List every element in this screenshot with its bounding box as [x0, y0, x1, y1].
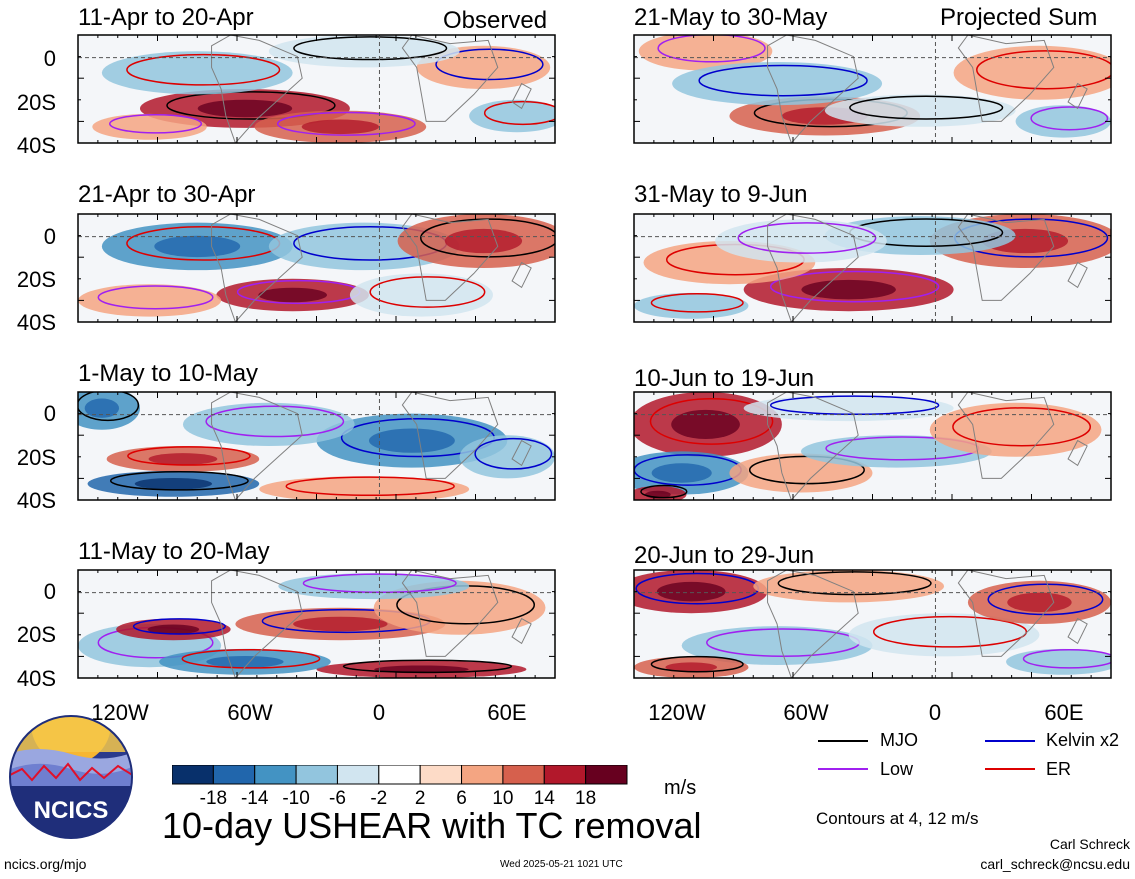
y-label: 40S: [16, 666, 56, 691]
x-label: 120W: [91, 700, 149, 725]
map-panel: [78, 392, 555, 500]
map-panel: [634, 392, 1111, 500]
colorbar-swatch: [172, 765, 214, 785]
y-label: 40S: [16, 310, 56, 335]
main-title: 10-day USHEAR with TC removal: [162, 805, 702, 846]
legend-er-label: ER: [1046, 759, 1072, 779]
colorbar-tick-label: -18: [199, 788, 228, 809]
panel-title: 31-May to 9-Jun: [634, 181, 808, 208]
y-label: 0: [43, 401, 56, 426]
colorbar-swatch: [502, 765, 545, 785]
y-label: 40S: [16, 133, 56, 158]
map-panel: [634, 214, 1111, 322]
contour-note: Contours at 4, 12 m/s: [816, 809, 979, 828]
logo-text: NCICS: [34, 797, 109, 824]
observed-header: Observed: [443, 7, 548, 34]
x-label: 0: [372, 700, 386, 725]
colorbar-swatch: [461, 765, 504, 785]
footer-url: ncics.org/mjo: [4, 856, 87, 872]
panel-title: 21-Apr to 30-Apr: [78, 181, 256, 208]
colorbar-tick-label: 2: [414, 788, 426, 809]
panel-title: 1-May to 10-May: [78, 360, 259, 387]
colorbar-swatch: [419, 765, 463, 785]
map-panel: [78, 35, 555, 143]
y-label: 20S: [16, 267, 56, 292]
colorbar-tick-label: -2: [370, 788, 388, 809]
colorbar-tick-label: 6: [456, 788, 467, 809]
colorbar: [172, 765, 628, 785]
colorbar-tick-label: -14: [240, 788, 269, 809]
colorbar-tick-label: -6: [329, 788, 346, 809]
colorbar-swatch: [212, 765, 256, 785]
colorbar-units: m/s: [664, 777, 697, 799]
legend-mjo-label: MJO: [880, 730, 918, 750]
y-label: 20S: [16, 622, 56, 647]
legend-kelvin-label: Kelvin x2: [1046, 730, 1120, 750]
colorbar-tick-label: 10: [492, 788, 514, 809]
map-panel: [78, 570, 555, 678]
map-panel: [78, 214, 555, 322]
legend-er-line: [985, 768, 1035, 770]
x-label: 60W: [227, 700, 273, 725]
colorbar-swatch: [336, 765, 380, 785]
y-label: 0: [43, 224, 56, 249]
colorbar-swatch: [378, 765, 421, 785]
y-label: 0: [43, 46, 56, 71]
legend-low-label: Low: [880, 759, 914, 779]
legend-kelvin-line: [985, 740, 1035, 742]
y-label: 0: [43, 579, 56, 604]
colorbar-swatch: [585, 765, 628, 785]
colorbar-swatch: [543, 765, 587, 785]
projected-sum-header: Projected Sum: [940, 4, 1098, 31]
colorbar-tick-label: 14: [533, 788, 555, 809]
colorbar-swatch: [295, 765, 338, 785]
ncics-logo: NCICS: [9, 715, 133, 839]
x-label: 60W: [783, 700, 829, 725]
legend-low-line: [818, 768, 868, 770]
panel-title: 11-May to 20-May: [78, 538, 270, 565]
colorbar-tick-label: 18: [575, 788, 597, 809]
panel-title: 20-Jun to 29-Jun: [634, 542, 815, 569]
map-panel: [634, 35, 1111, 143]
x-label: 0: [928, 700, 942, 725]
footer-timestamp: Wed 2025-05-21 1021 UTC: [500, 859, 623, 870]
y-label: 20S: [16, 90, 56, 115]
legend-mjo-line: [818, 740, 868, 742]
x-label: 60E: [1044, 700, 1084, 725]
colorbar-tick-label: -10: [282, 788, 310, 809]
y-label: 20S: [16, 445, 56, 470]
footer-email: carl_schreck@ncsu.edu: [980, 856, 1130, 872]
colorbar-swatch: [254, 765, 297, 785]
map-panel: [634, 570, 1111, 678]
panel-title: 21-May to 30-May: [634, 4, 828, 31]
footer-author: Carl Schreck: [1049, 836, 1130, 852]
y-label: 40S: [16, 488, 56, 513]
x-label: 60E: [487, 700, 527, 725]
x-label: 120W: [648, 700, 706, 725]
panel-title: 11-Apr to 20-Apr: [78, 4, 254, 31]
panel-title: 10-Jun to 19-Jun: [634, 365, 815, 392]
